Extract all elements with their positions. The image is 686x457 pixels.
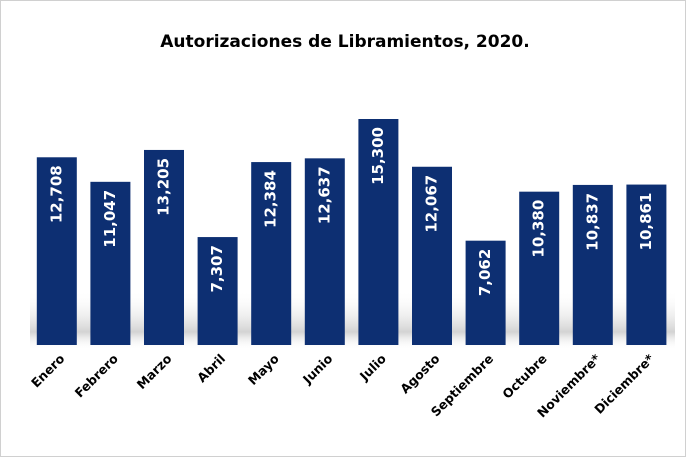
bar — [626, 184, 667, 345]
value-label: 13,205 — [155, 158, 173, 216]
bar — [358, 119, 399, 345]
value-label: 11,047 — [101, 190, 119, 248]
floor-shadow — [30, 290, 675, 350]
value-label: 12,708 — [47, 165, 65, 223]
value-label: 12,637 — [315, 166, 333, 224]
chart-title: Autorizaciones de Libramientos, 2020. — [160, 32, 529, 52]
value-label: 10,861 — [637, 193, 655, 251]
value-label: 12,067 — [423, 175, 441, 233]
value-label: 10,380 — [530, 200, 548, 258]
value-label: 12,384 — [262, 170, 280, 228]
bar — [572, 184, 613, 345]
bar — [465, 240, 506, 345]
value-label: 7,062 — [476, 249, 494, 296]
bar — [36, 157, 77, 345]
bar — [251, 162, 292, 345]
bar — [90, 181, 131, 345]
value-label: 7,307 — [208, 245, 226, 292]
value-label: 10,837 — [583, 193, 601, 251]
bar — [412, 166, 452, 345]
bar — [304, 158, 345, 345]
value-label: 15,300 — [369, 127, 387, 185]
bar — [144, 149, 184, 345]
bar — [519, 191, 560, 345]
bar — [197, 237, 238, 345]
